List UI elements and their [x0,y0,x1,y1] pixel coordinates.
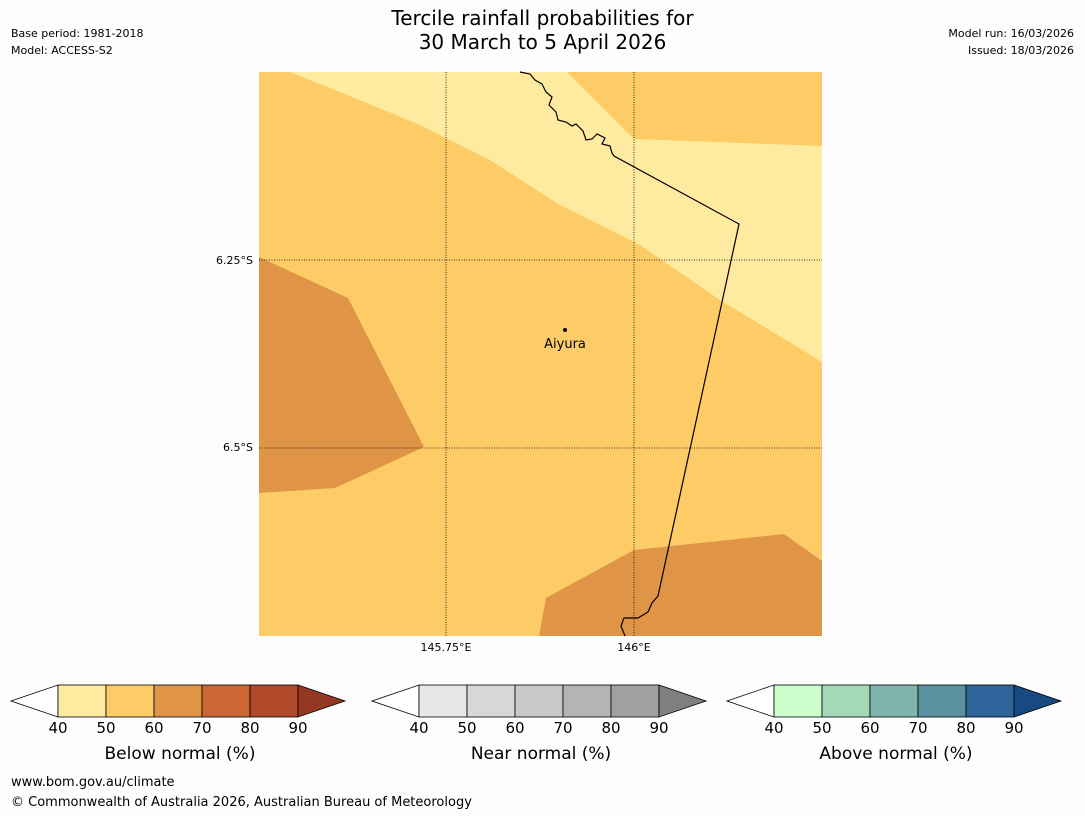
colorbar-tick: 70 [192,719,212,737]
colorbar-segment [201,684,251,718]
colorbar-tick: 50 [812,719,832,737]
colorbar-extend-right [1013,684,1063,718]
colorbar-tick: 60 [144,719,164,737]
colorbar-segment [869,684,919,718]
title-line-2: 30 March to 5 April 2026 [418,30,667,54]
zone-below-40-50 [259,72,822,362]
colorbar-extend-right [658,684,708,718]
colorbar-segment [514,684,564,718]
zone-below-60-70-west [259,257,424,493]
colorbar-tick: 60 [860,719,880,737]
colorbar-tick: 70 [908,719,928,737]
town-marker [563,328,567,332]
colorbar-near-svg [371,684,708,718]
colorbar-segment [917,684,967,718]
border-line [519,71,740,637]
colorbar-tick: 80 [956,719,976,737]
colorbar-below-svg [10,684,347,718]
map-title: Tercile rainfall probabilities for 30 Ma… [0,6,1085,54]
colorbar-segment [466,684,516,718]
meta-left: Base period: 1981-2018 Model: ACCESS-S2 [11,25,143,59]
colorbar-segment [57,684,107,718]
colorbar-extend-right [297,684,347,718]
colorbar-segment [773,684,823,718]
model-name: Model: ACCESS-S2 [11,44,113,57]
colorbar-tick: 90 [1004,719,1024,737]
title-line-1: Tercile rainfall probabilities for [391,6,694,30]
issued-date: Issued: 18/03/2026 [967,44,1074,57]
colorbar-segment [153,684,203,718]
colorbar-above-svg [726,684,1063,718]
colorbar-tick: 70 [553,719,573,737]
colorbar-tick: 50 [457,719,477,737]
colorbar-segment [610,684,660,718]
footer-copyright: © Commonwealth of Australia 2026, Austra… [11,795,472,810]
colorbar-below-normal: Below normal (%) 40 50 60 70 80 90 [10,684,350,774]
colorbar-tick: 80 [601,719,621,737]
colorbar-above-normal: Above normal (%) 40 50 60 70 80 90 [726,684,1066,774]
colorbar-tick: 50 [96,719,116,737]
colorbar-tick: 40 [764,719,784,737]
colorbar-near-label: Near normal (%) [470,744,612,764]
meta-right: Model run: 16/03/2026 Issued: 18/03/2026 [948,25,1074,59]
colorbar-extend-left [10,684,59,718]
colorbar-extend-left [726,684,775,718]
colorbar-near-normal: Near normal (%) 40 50 60 70 80 90 [371,684,711,774]
zone-below-60-70-southeast [539,534,822,636]
colorbar-segment [562,684,612,718]
colorbar-segment [821,684,871,718]
colorbar-tick: 40 [48,719,68,737]
model-run: Model run: 16/03/2026 [948,27,1074,40]
colorbar-tick: 60 [505,719,525,737]
colorbar-tick: 40 [409,719,429,737]
lat-label-6-25s: 6.25°S [216,254,253,267]
colorbar-segment [965,684,1015,718]
lat-label-6-5s: 6.5°S [223,441,253,454]
colorbar-tick: 90 [288,719,308,737]
colorbar-below-label: Below normal (%) [104,744,256,764]
colorbar-tick: 80 [240,719,260,737]
colorbar-segment [105,684,155,718]
colorbar-tick: 90 [649,719,669,737]
colorbar-extend-left [371,684,420,718]
lon-label-145-75e: 145.75°E [420,641,472,654]
lon-label-146e: 146°E [617,641,651,654]
graticule [259,72,822,636]
footer-url: www.bom.gov.au/climate [11,775,175,790]
probability-map [259,71,822,637]
base-period: Base period: 1981-2018 [11,27,144,40]
town-label: Aiyura [544,337,586,352]
colorbar-above-label: Above normal (%) [819,744,973,764]
colorbar-segment [418,684,468,718]
colorbar-segment [249,684,299,718]
